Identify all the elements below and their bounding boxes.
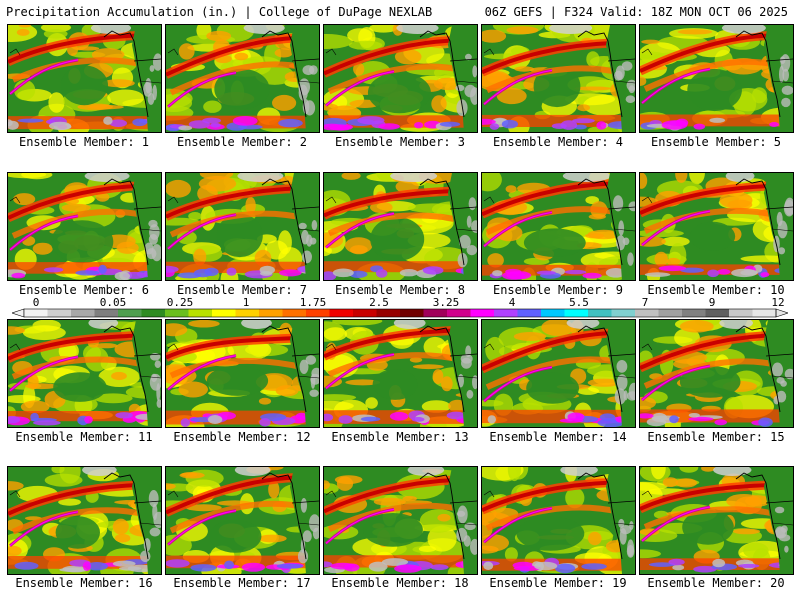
ensemble-member-label: Ensemble Member: 14 <box>489 430 627 444</box>
precipitation-colorbar: 0 0.05 0.25 1 1.75 2.5 3.25 4 5.5 7 9 12 <box>12 296 788 318</box>
ensemble-member-map <box>7 172 162 281</box>
ensemble-member-map <box>639 466 794 575</box>
ensemble-member-map <box>323 172 478 281</box>
ensemble-member-label: Ensemble Member: 4 <box>492 135 624 149</box>
ensemble-member-map <box>481 24 636 133</box>
ensemble-member-map <box>165 466 320 575</box>
ensemble-member-map <box>7 319 162 428</box>
ensemble-member-label: Ensemble Member: 17 <box>173 576 311 590</box>
ensemble-member-map <box>323 24 478 133</box>
ensemble-member-map <box>7 24 162 133</box>
ensemble-member-label: Ensemble Member: 1 <box>18 135 150 149</box>
colorbar-tick-label: 3.25 <box>433 296 460 309</box>
colorbar-tick-label: 12 <box>771 296 784 309</box>
ensemble-member-map <box>323 466 478 575</box>
ensemble-member-label: Ensemble Member: 6 <box>18 283 150 297</box>
colorbar-tick-label: 5.5 <box>569 296 589 309</box>
colorbar-tick-label: 2.5 <box>369 296 389 309</box>
ensemble-member-map <box>481 466 636 575</box>
ensemble-member-map <box>7 466 162 575</box>
ensemble-member-label: Ensemble Member: 5 <box>650 135 782 149</box>
ensemble-member-map <box>481 172 636 281</box>
ensemble-member-label: Ensemble Member: 19 <box>489 576 627 590</box>
ensemble-member-label: Ensemble Member: 7 <box>176 283 308 297</box>
ensemble-member-map <box>165 172 320 281</box>
colorbar-tick-label: 0 <box>33 296 40 309</box>
colorbar-tick-label: 7 <box>642 296 649 309</box>
ensemble-member-label: Ensemble Member: 13 <box>331 430 469 444</box>
ensemble-member-label: Ensemble Member: 2 <box>176 135 308 149</box>
colorbar-tick-label: 0.05 <box>100 296 127 309</box>
ensemble-member-map <box>165 24 320 133</box>
ensemble-member-label: Ensemble Member: 10 <box>647 283 785 297</box>
header-valid-time: 06Z GEFS | F324 Valid: 18Z MON OCT 06 20… <box>484 5 788 19</box>
ensemble-member-map <box>639 172 794 281</box>
ensemble-member-label: Ensemble Member: 9 <box>492 283 624 297</box>
ensemble-member-map <box>323 319 478 428</box>
ensemble-member-label: Ensemble Member: 16 <box>15 576 153 590</box>
colorbar-tick-label: 1 <box>243 296 250 309</box>
ensemble-member-label: Ensemble Member: 18 <box>331 576 469 590</box>
ensemble-member-map <box>481 319 636 428</box>
colorbar-tick-label: 4 <box>509 296 516 309</box>
colorbar-tick-label: 9 <box>709 296 716 309</box>
ensemble-member-label: Ensemble Member: 8 <box>334 283 466 297</box>
ensemble-member-label: Ensemble Member: 12 <box>173 430 311 444</box>
ensemble-member-label: Ensemble Member: 15 <box>647 430 785 444</box>
ensemble-member-label: Ensemble Member: 20 <box>647 576 785 590</box>
ensemble-member-label: Ensemble Member: 11 <box>15 430 153 444</box>
colorbar-tick-label: 0.25 <box>167 296 194 309</box>
ensemble-member-map <box>165 319 320 428</box>
ensemble-member-map <box>639 319 794 428</box>
header-title: Precipitation Accumulation (in.) | Colle… <box>6 5 433 19</box>
ensemble-member-label: Ensemble Member: 3 <box>334 135 466 149</box>
ensemble-member-map <box>639 24 794 133</box>
colorbar-tick-label: 1.75 <box>300 296 327 309</box>
